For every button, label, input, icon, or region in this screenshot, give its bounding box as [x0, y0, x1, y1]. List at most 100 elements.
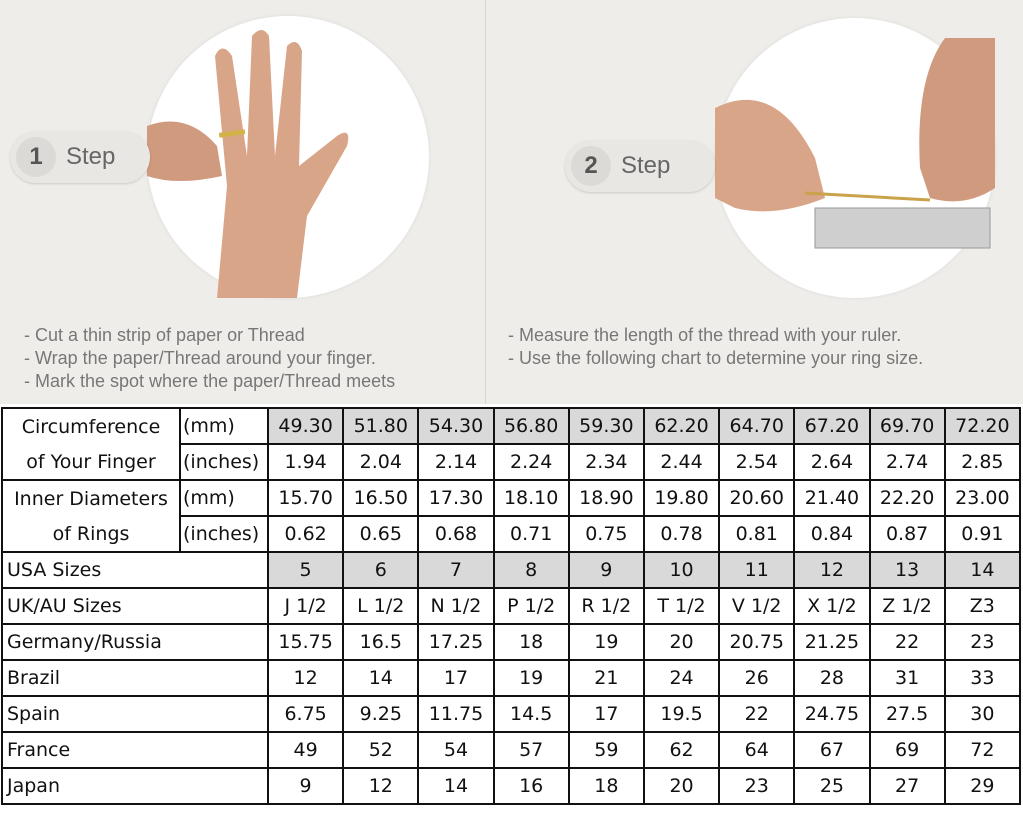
table-cell: 17 — [417, 659, 495, 697]
table-cell: 0.87 — [868, 515, 946, 553]
table-cell: 22.20 — [868, 479, 946, 517]
table-cell: 20 — [642, 767, 721, 805]
step-1-instructions: - Cut a thin strip of paper or Thread - … — [24, 324, 395, 393]
table-cell: 29 — [943, 767, 1022, 805]
table-cell: 69 — [868, 731, 946, 769]
table-cell: 9 — [567, 551, 645, 589]
table-row: of Your Finger (inches) 1.94 2.04 2.14 2.24 2.… — [1, 443, 1022, 481]
table-cell: 0.62 — [266, 515, 345, 553]
table-cell: 64 — [718, 731, 796, 769]
table-cell: 28 — [793, 659, 871, 697]
table-cell: 54.30 — [417, 407, 495, 445]
table-cell: 59.30 — [567, 407, 645, 445]
table-cell: 0.78 — [642, 515, 721, 553]
table-cell: N 1/2 — [417, 587, 495, 625]
table-row: of Rings (inches) 0.62 0.65 0.68 0.71 0.75 0.78… — [1, 515, 1022, 553]
instruction-line: - Cut a thin strip of paper or Thread — [24, 325, 305, 345]
table-cell: 16 — [492, 767, 570, 805]
table-cell: 10 — [642, 551, 721, 589]
diameter-label: of Rings — [1, 516, 181, 553]
table-cell: 17.30 — [417, 479, 495, 517]
table-cell: 20.60 — [718, 479, 796, 517]
unit-label: (mm) — [179, 407, 269, 445]
table-cell: 15.70 — [266, 479, 345, 517]
table-cell: 49 — [266, 731, 345, 769]
table-cell: 72.20 — [943, 407, 1022, 445]
table-cell: X 1/2 — [793, 587, 871, 625]
table-cell: 16.5 — [342, 623, 420, 661]
circumference-label: Circumference — [1, 407, 181, 444]
table-cell: 26 — [718, 659, 796, 697]
table-cell: 2.85 — [943, 443, 1022, 481]
table-cell: 25 — [793, 767, 871, 805]
divider — [485, 0, 486, 404]
table-cell: L 1/2 — [342, 587, 420, 625]
row-label: Japan — [1, 767, 269, 805]
table-cell: 64.70 — [718, 407, 796, 445]
table-row: USA Sizes 5 6 7 8 9 10 11 12 13 14 — [1, 551, 1022, 589]
circumference-label: of Your Finger — [1, 444, 181, 481]
instruction-line: - Wrap the paper/Thread around your fing… — [24, 348, 376, 368]
hand-with-ring-image — [147, 30, 349, 298]
table-cell: Z3 — [943, 587, 1022, 625]
table-cell: 18.90 — [567, 479, 645, 517]
table-cell: 30 — [943, 695, 1022, 733]
thread-and-ruler-image — [715, 38, 995, 249]
table-row: Inner Diameters (mm) 15.70 16.50 17.30 18.10 1… — [1, 479, 1022, 517]
table-cell: 0.75 — [567, 515, 645, 553]
table-cell: 2.34 — [567, 443, 645, 481]
ruler-photo — [715, 18, 995, 298]
table-cell: 0.65 — [342, 515, 420, 553]
table-cell: 67.20 — [793, 407, 871, 445]
table-cell: 11 — [718, 551, 796, 589]
table-cell: 0.84 — [793, 515, 871, 553]
unit-label: (mm) — [179, 479, 269, 517]
table-cell: 18 — [492, 623, 570, 661]
step-1-badge: 1 Step — [10, 131, 150, 183]
table-cell: 2.04 — [342, 443, 420, 481]
unit-label: (inches) — [179, 443, 269, 481]
table-cell: 5 — [266, 551, 345, 589]
table-cell: V 1/2 — [718, 587, 796, 625]
table-cell: 13 — [868, 551, 946, 589]
table-cell: 14 — [342, 659, 420, 697]
table-cell: 21.40 — [793, 479, 871, 517]
table-cell: 18 — [567, 767, 645, 805]
table-cell: 14 — [943, 551, 1022, 589]
table-cell: P 1/2 — [492, 587, 570, 625]
table-cell: 21 — [567, 659, 645, 697]
table-cell: 12 — [793, 551, 871, 589]
table-cell: 15.75 — [266, 623, 345, 661]
table-cell: Z 1/2 — [868, 587, 946, 625]
table-cell: 7 — [417, 551, 495, 589]
table-cell: 19 — [567, 623, 645, 661]
table-cell: 6 — [342, 551, 420, 589]
row-label: Brazil — [1, 659, 269, 697]
table-cell: 0.81 — [718, 515, 796, 553]
table-cell: 12 — [342, 767, 420, 805]
table-cell: 17 — [567, 695, 645, 733]
table-cell: 0.68 — [417, 515, 495, 553]
table-cell: 2.24 — [492, 443, 570, 481]
table-cell: 19 — [492, 659, 570, 697]
table-cell: 20 — [642, 623, 721, 661]
table-cell: 8 — [492, 551, 570, 589]
table-row: Germany/Russia 15.75 16.5 17.25 18 19 20 20.75 2… — [1, 623, 1022, 661]
table-cell: 14 — [417, 767, 495, 805]
table-cell: 72 — [943, 731, 1022, 769]
row-label: UK/AU Sizes — [1, 587, 269, 625]
table-cell: 24.75 — [793, 695, 871, 733]
instruction-line: - Use the following chart to determine y… — [508, 348, 924, 368]
table-cell: 2.74 — [868, 443, 946, 481]
table-row: France 49 52 54 57 59 62 64 67 69 72 — [1, 731, 1022, 769]
step-2-badge: 2 Step — [565, 140, 715, 192]
table-cell: 18.10 — [492, 479, 570, 517]
table-cell: 23 — [718, 767, 796, 805]
table-cell: R 1/2 — [567, 587, 645, 625]
table-cell: 23.00 — [943, 479, 1022, 517]
table-cell: 57 — [492, 731, 570, 769]
table-cell: 54 — [417, 731, 495, 769]
table-cell: 0.91 — [943, 515, 1022, 553]
table-cell: 14.5 — [492, 695, 570, 733]
table-cell: 49.30 — [266, 407, 345, 445]
